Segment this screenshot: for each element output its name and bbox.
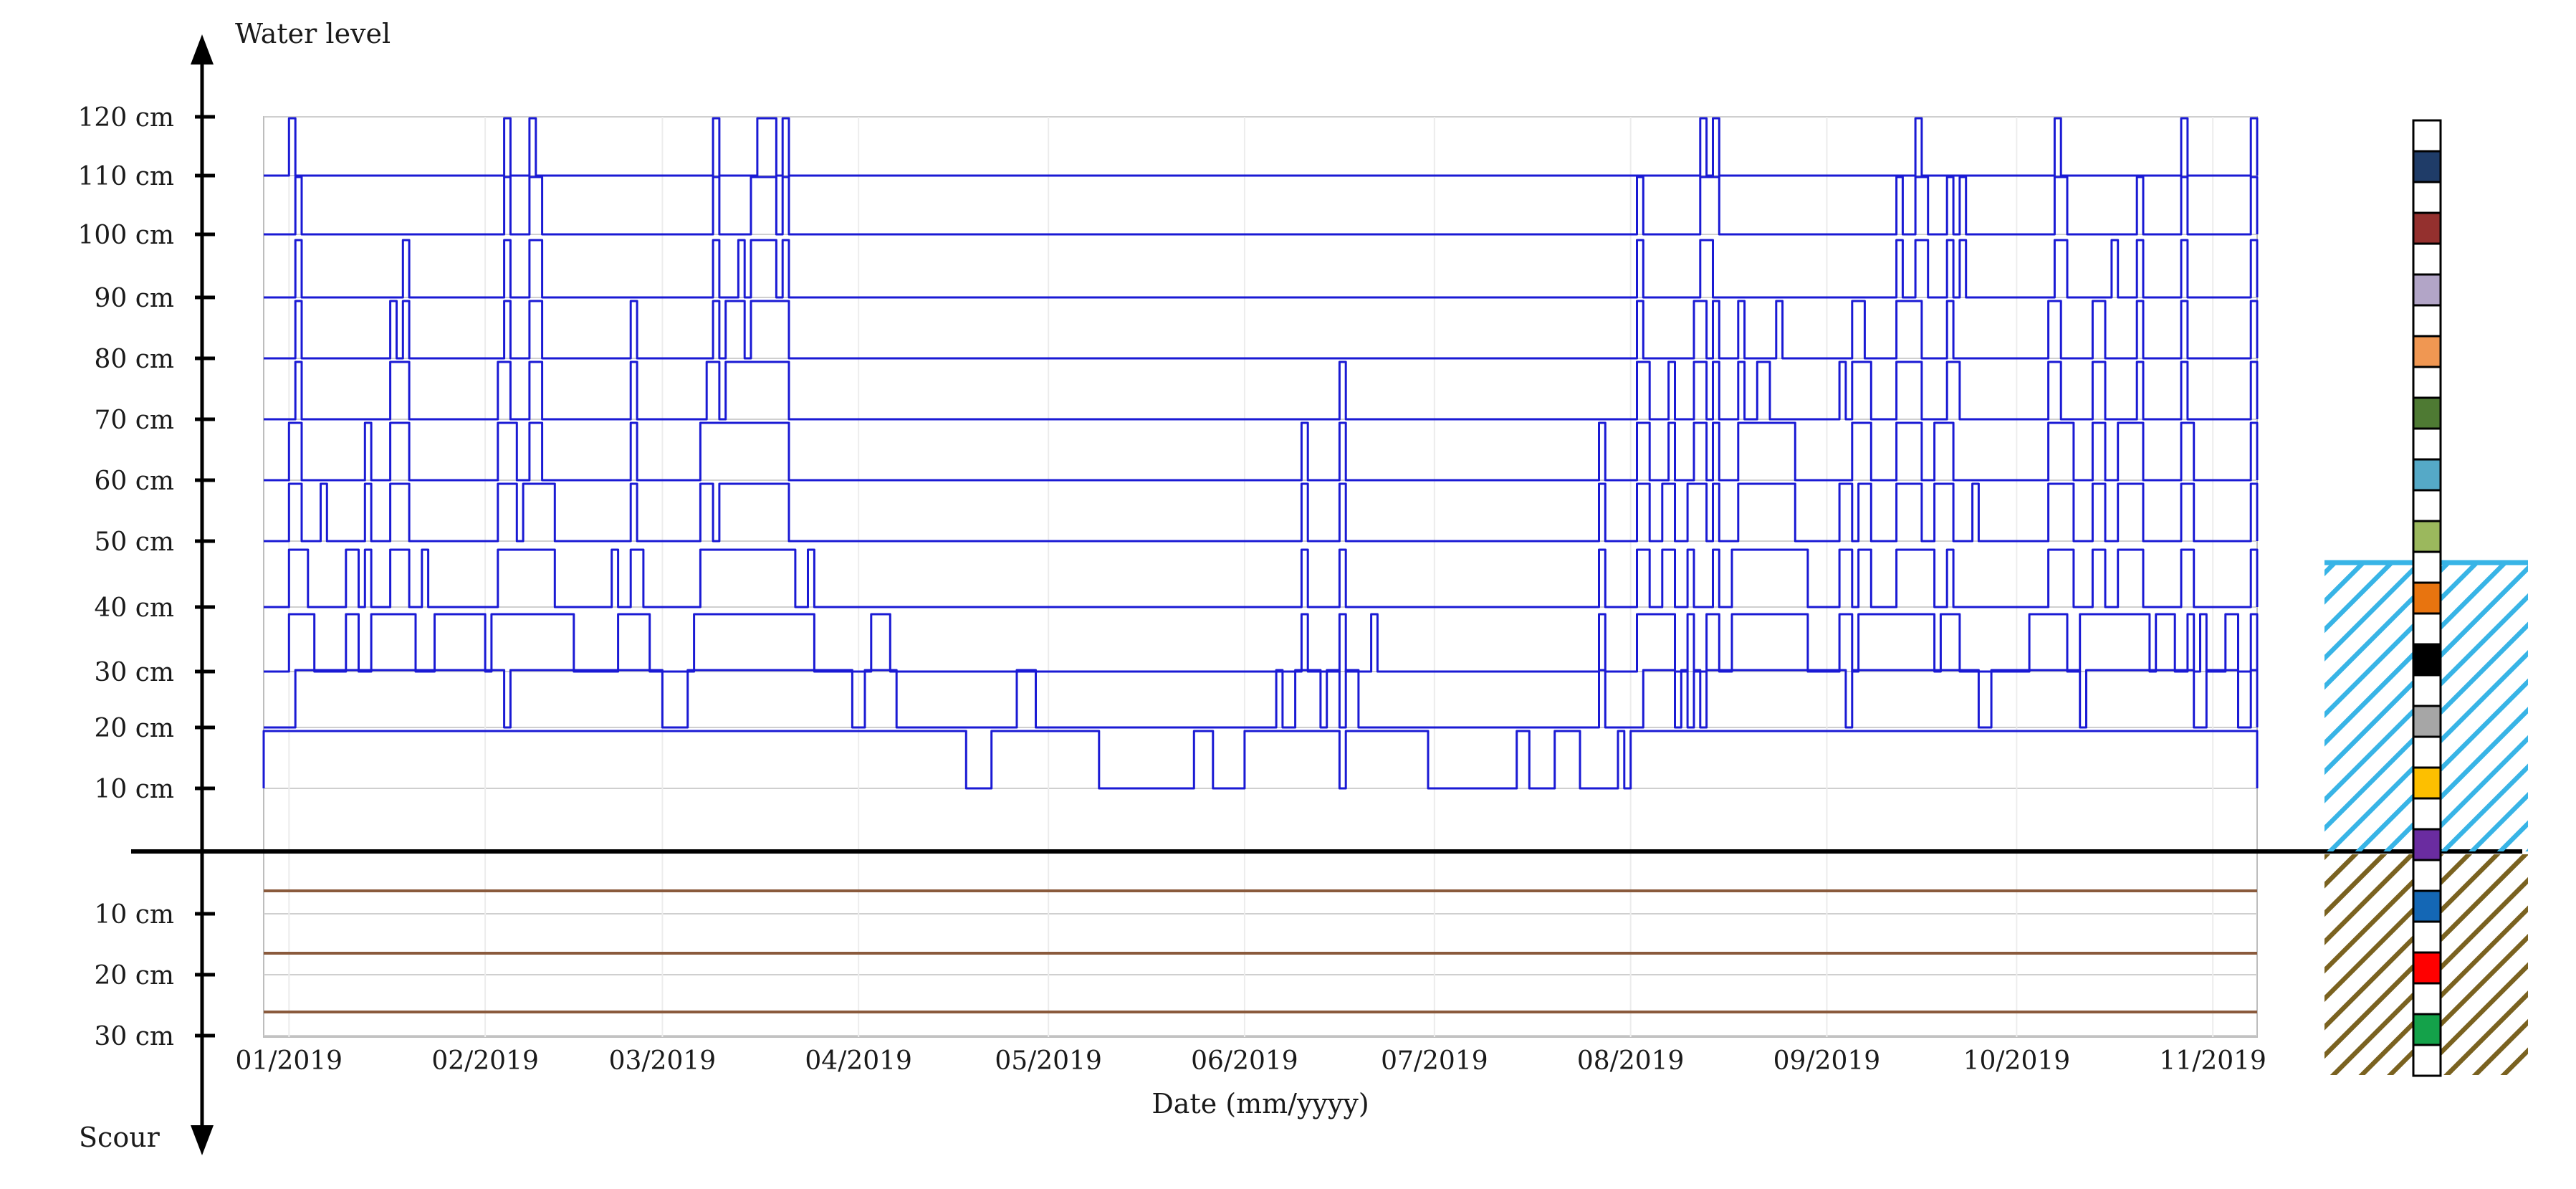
sensor-marker xyxy=(2412,1013,2442,1046)
y-tick-label: 10 cm xyxy=(94,900,174,930)
y-tick-label: 10 cm xyxy=(94,775,174,804)
series-sensor-10cm xyxy=(262,730,2259,790)
column-cell xyxy=(2412,242,2442,276)
x-tick-label: 04/2019 xyxy=(805,1046,912,1076)
series-sensor-110cm xyxy=(264,117,2259,177)
x-tick-label: 07/2019 xyxy=(1381,1046,1488,1076)
sensor-marker xyxy=(2412,828,2442,861)
series-sensor-100cm xyxy=(264,176,2259,236)
y-tick-label: 30 cm xyxy=(94,658,174,687)
column-cell xyxy=(2412,427,2442,461)
column-cell xyxy=(2412,119,2442,153)
y-tick-label: 20 cm xyxy=(94,714,174,743)
x-tick-label: 03/2019 xyxy=(609,1046,717,1076)
column-cell xyxy=(2412,550,2442,584)
sensor-marker xyxy=(2412,520,2442,553)
sensor-marker xyxy=(2412,766,2442,800)
x-axis-ticks: 01/2019 02/2019 03/2019 04/2019 05/2019 06/20… xyxy=(236,1046,2266,1076)
sensor-marker xyxy=(2412,273,2442,307)
column-cell xyxy=(2412,489,2442,522)
y-tick-label: 100 cm xyxy=(78,221,174,250)
gridlines xyxy=(264,116,2257,1037)
y-tick-label: 50 cm xyxy=(94,527,174,557)
column-cell xyxy=(2412,674,2442,707)
y-axis-ticks: 120 cm 110 cm 100 cm 90 cm 80 cm 70 cm 60 cm 50… xyxy=(78,103,215,1051)
series-sensor-80cm xyxy=(264,300,2259,360)
sensor-marker xyxy=(2412,581,2442,615)
sensor-marker xyxy=(2412,211,2442,245)
column-cell xyxy=(2412,304,2442,338)
series-sensor-70cm xyxy=(264,360,2259,421)
series-sensor-30cm xyxy=(264,613,2259,673)
x-tick-label: 02/2019 xyxy=(431,1046,539,1076)
sensor-marker xyxy=(2412,705,2442,738)
column-cell xyxy=(2412,920,2442,954)
x-tick-label: 01/2019 xyxy=(236,1046,343,1076)
sensor-marker xyxy=(2412,150,2442,183)
series-sensor-90cm xyxy=(264,239,2259,299)
x-tick-label: 10/2019 xyxy=(1963,1046,2071,1076)
series-sensor-60cm xyxy=(264,421,2259,482)
sensor-marker xyxy=(2412,396,2442,430)
y-axis-up-arrow xyxy=(191,34,214,65)
plot-area xyxy=(263,116,2258,1038)
y-tick-label: 40 cm xyxy=(94,593,174,623)
series-group xyxy=(262,117,2259,1013)
column-cell xyxy=(2412,859,2442,892)
column-cell xyxy=(2412,366,2442,399)
x-tick-label: 11/2019 xyxy=(2159,1046,2266,1076)
y-tick-label: 20 cm xyxy=(94,961,174,990)
series-sensor-40cm xyxy=(264,548,2259,608)
y-tick-label: 70 cm xyxy=(94,406,174,435)
x-tick-label: 06/2019 xyxy=(1191,1046,1298,1076)
x-tick-label: 09/2019 xyxy=(1773,1046,1881,1076)
series-sensor-20cm xyxy=(264,669,2259,729)
y-tick-label: 60 cm xyxy=(94,467,174,496)
sensor-marker xyxy=(2412,889,2442,923)
y-tick-label: 110 cm xyxy=(78,162,174,191)
y-tick-label: 80 cm xyxy=(94,345,174,374)
x-axis-title: Date (mm/yyyy) xyxy=(1151,1088,1369,1119)
x-tick-label: 08/2019 xyxy=(1577,1046,1685,1076)
column-cell xyxy=(2412,797,2442,831)
sensor-marker xyxy=(2412,335,2442,368)
y-axis-down-arrow xyxy=(191,1125,214,1155)
sensor-column xyxy=(2412,119,2442,1077)
sensor-marker xyxy=(2412,643,2442,677)
y-tick-label: 30 cm xyxy=(94,1022,174,1051)
column-cell xyxy=(2412,181,2442,214)
sensor-marker xyxy=(2412,951,2442,985)
column-cell xyxy=(2412,982,2442,1016)
y-tick-label: 90 cm xyxy=(94,284,174,313)
column-cell xyxy=(2412,612,2442,646)
x-tick-label: 05/2019 xyxy=(995,1046,1102,1076)
y-axis-top-label: Water level xyxy=(235,18,391,49)
series-sensor-50cm xyxy=(264,482,2259,543)
column-cell xyxy=(2412,1044,2442,1077)
y-axis-bottom-label: Scour xyxy=(79,1122,161,1153)
column-cell xyxy=(2412,735,2442,769)
sensor-marker xyxy=(2412,458,2442,492)
y-tick-label: 120 cm xyxy=(78,103,174,133)
